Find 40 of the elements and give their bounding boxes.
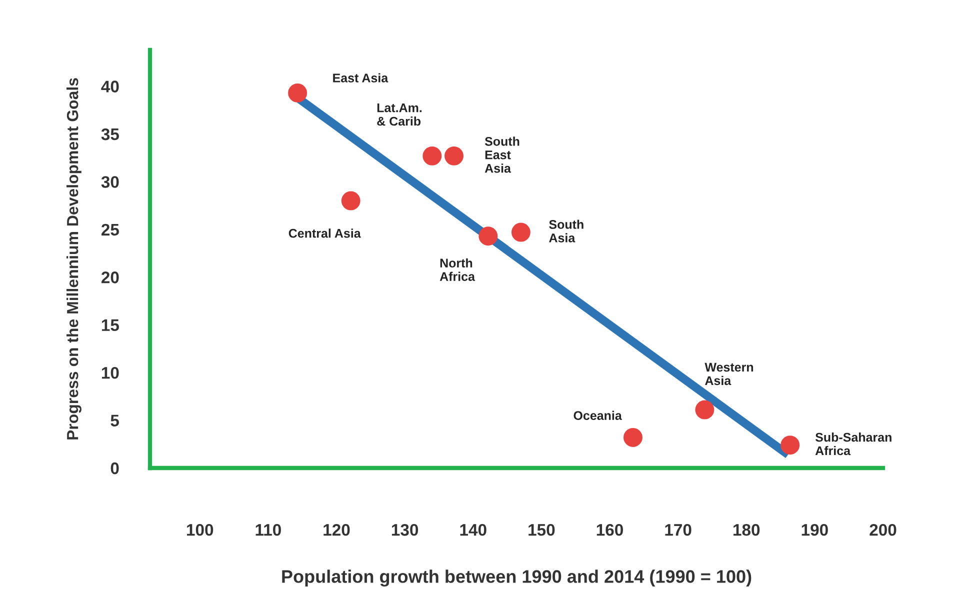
- point: [341, 191, 360, 210]
- annotation: Sub-Saharan Africa: [815, 432, 892, 456]
- x-tick-label: 140: [460, 524, 486, 536]
- x-tick-label: 130: [392, 524, 418, 536]
- y-tick-label: 15: [102, 319, 119, 332]
- annotation: East Asia: [333, 73, 388, 82]
- point: [422, 146, 442, 166]
- annotation: North Africa: [440, 258, 476, 281]
- annotation: Central Asia: [288, 228, 361, 238]
- annotation: South East Asia: [484, 136, 520, 173]
- point: [695, 400, 714, 420]
- x-tick-label: 190: [802, 524, 828, 536]
- y-tick-label: 20: [101, 272, 119, 284]
- y-tick-label: 35: [101, 128, 119, 140]
- y-tick-label: 40: [101, 80, 119, 92]
- point: [478, 226, 498, 246]
- x-tick-label: 100: [187, 524, 214, 536]
- point: [288, 83, 308, 102]
- point: [623, 428, 642, 447]
- x-tick-label: 110: [256, 524, 281, 536]
- x-tick-label: 160: [596, 524, 623, 536]
- x-axis-title: Population growth between 1990 and 2014 (1990 = 100): [282, 570, 752, 587]
- x-tick-label: 180: [734, 524, 760, 536]
- point: [444, 146, 464, 166]
- x-tick-label: 200: [870, 524, 896, 536]
- annotation: Lat.Am. & Carib: [377, 103, 422, 126]
- annotation: Oceania: [574, 410, 622, 420]
- point: [780, 436, 800, 455]
- x-tick-label: 150: [528, 524, 555, 536]
- y-tick-label: 25: [101, 224, 119, 236]
- y-tick-label: 5: [110, 414, 119, 426]
- y-tick-label: 10: [102, 366, 119, 379]
- annotation: South Asia: [549, 220, 584, 242]
- x-tick-label: 120: [324, 524, 350, 536]
- y-tick-label: 30: [101, 176, 119, 188]
- annotation: Western Asia: [704, 362, 754, 386]
- y-tick-label: 0: [110, 462, 119, 474]
- x-tick-label: 170: [665, 524, 692, 536]
- y-axis-title: Progress on the Millennium Development Goals: [66, 78, 82, 440]
- point: [511, 222, 530, 242]
